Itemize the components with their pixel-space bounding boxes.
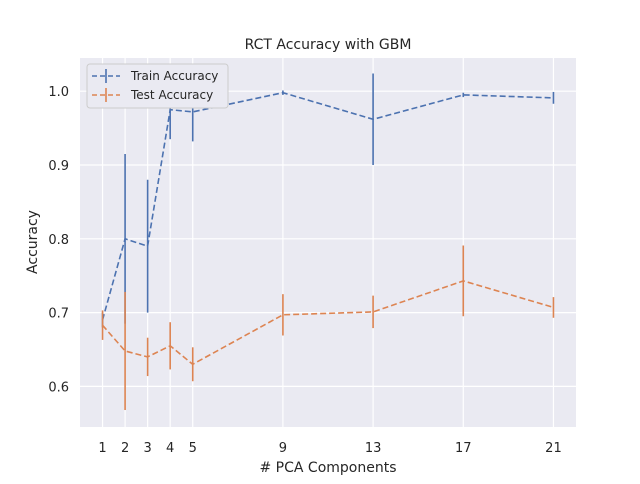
tick-labels: 1 2 3 4 5 9 13 17 21 0.6 0.7 0.8 0.9 1.0 [48, 85, 561, 456]
chart-title: RCT Accuracy with GBM [245, 37, 412, 53]
y-axis-label: Accuracy [25, 210, 41, 274]
legend-item: Test Accuracy [92, 88, 213, 102]
series-line [101, 91, 554, 321]
legend-label: Train Accuracy [130, 69, 218, 83]
x-tick-label: 2 [121, 441, 129, 456]
y-tick-label: 0.8 [48, 233, 69, 248]
y-tick-label: 1.0 [48, 85, 69, 100]
legend-box [86, 63, 229, 109]
x-tick-label: 9 [279, 441, 287, 456]
y-tick-label: 0.6 [48, 380, 69, 395]
x-axis-label: # PCA Components [260, 460, 397, 476]
plot-background [80, 58, 576, 427]
x-tick-label: 17 [455, 441, 472, 456]
grid [80, 58, 576, 427]
x-tick-label: 21 [545, 441, 562, 456]
x-tick-label: 4 [166, 441, 174, 456]
y-tick-label: 0.7 [48, 307, 69, 322]
series-test [101, 245, 555, 411]
y-tick-label: 0.9 [48, 159, 69, 174]
series-train [101, 73, 555, 328]
x-tick-label: 5 [189, 441, 197, 456]
x-tick-label: 3 [143, 441, 151, 456]
legend: Train Accuracy Test Accuracy [86, 63, 229, 109]
x-tick-label: 13 [365, 441, 382, 456]
legend-label: Test Accuracy [130, 88, 213, 102]
x-tick-label: 1 [98, 441, 106, 456]
legend-item: Train Accuracy [92, 69, 218, 83]
series-layer [101, 73, 555, 411]
